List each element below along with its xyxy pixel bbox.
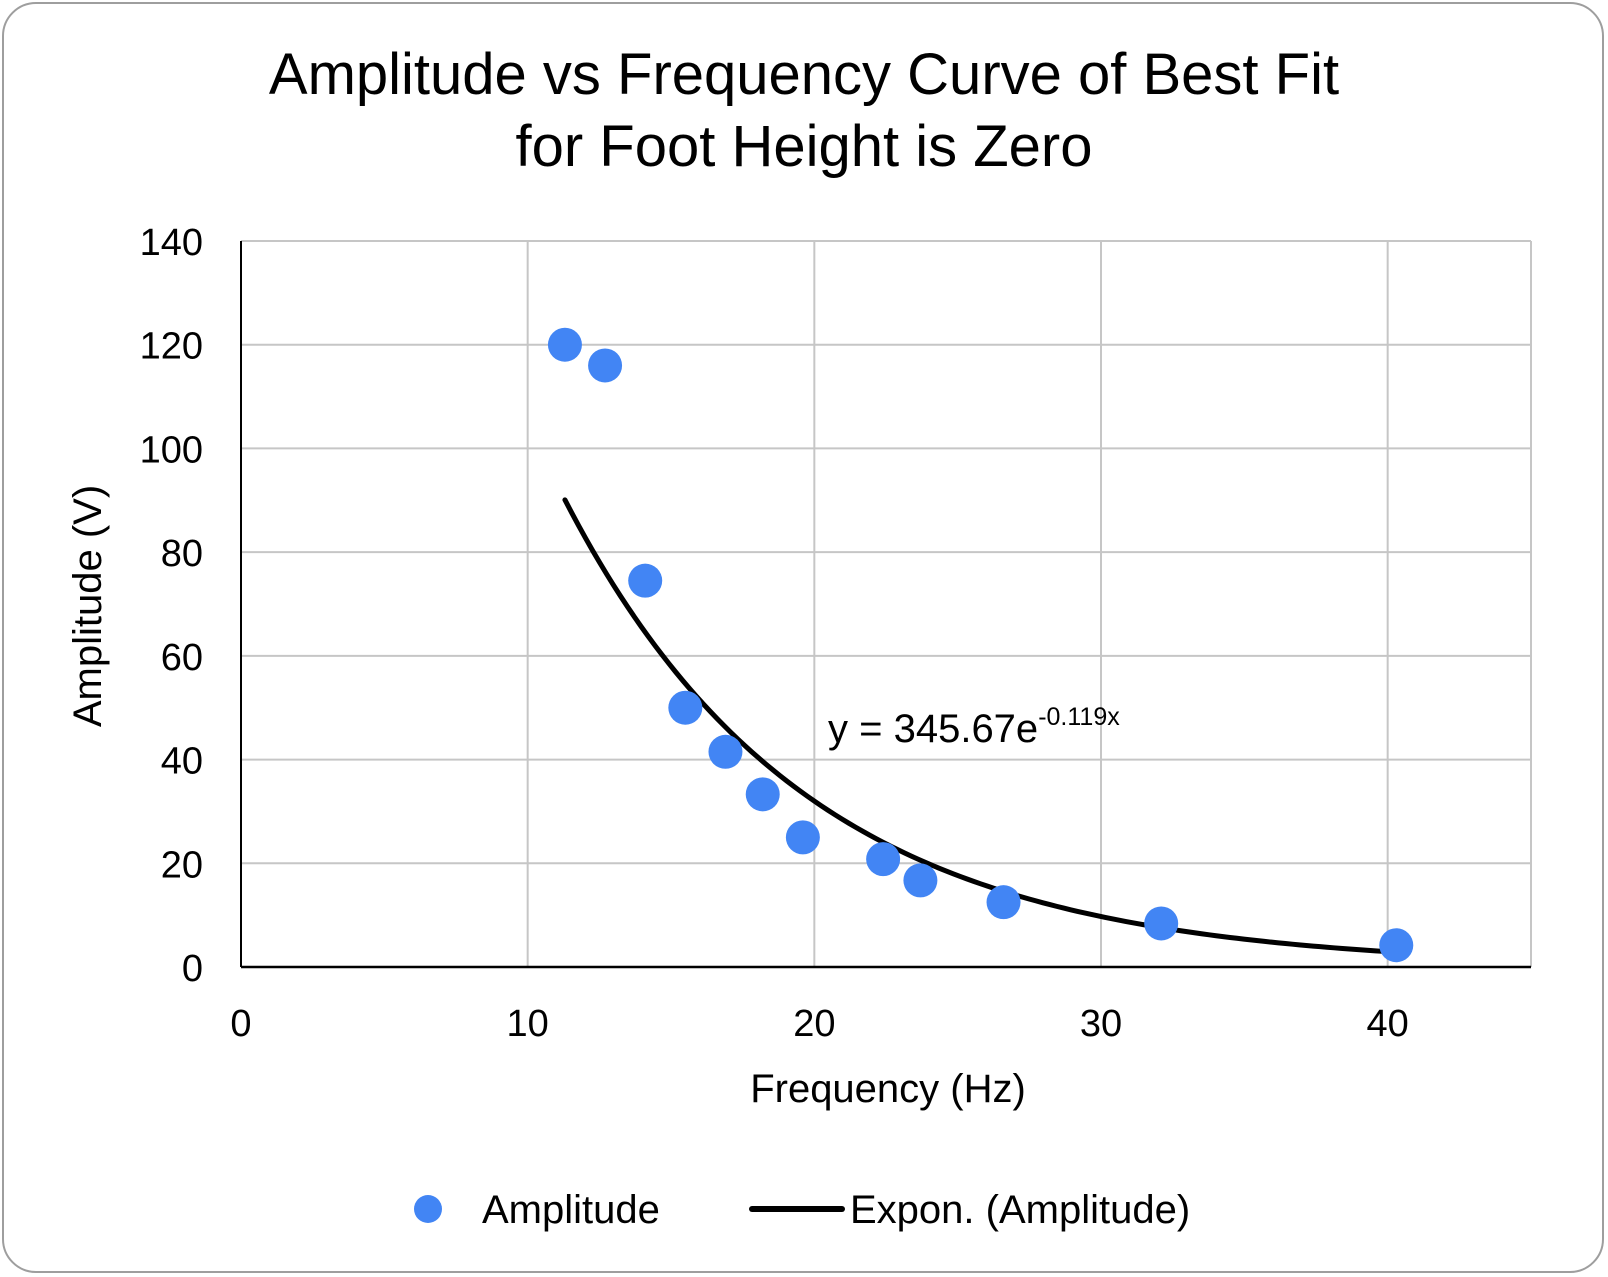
legend: Amplitude Expon. (Amplitude): [414, 1188, 1190, 1232]
legend-trendline-label: Expon. (Amplitude): [850, 1188, 1190, 1232]
data-point-7: [785, 820, 820, 855]
chart-title: Amplitude vs Frequency Curve of Best Fit…: [269, 42, 1339, 179]
data-point-3: [628, 563, 663, 598]
exponential-trendline: [562, 497, 1399, 955]
legend-amplitude-label: Amplitude: [482, 1188, 660, 1232]
y-axis-title: Amplitude (V): [66, 485, 110, 727]
y-tick-label-60: 60: [161, 637, 203, 679]
data-points: [547, 327, 1414, 963]
x-axis-title: Frequency (Hz): [750, 1067, 1026, 1111]
equation-base: y = 345.67e: [828, 707, 1038, 751]
equation-exponent: -0.119x: [1038, 703, 1120, 731]
data-point-4: [668, 690, 703, 725]
y-tick-label-140: 140: [140, 222, 203, 264]
data-point-6: [745, 777, 780, 812]
legend-amplitude-marker: [414, 1195, 442, 1223]
chart-title-line-1: Amplitude vs Frequency Curve of Best Fit: [269, 42, 1339, 107]
y-tick-label-100: 100: [140, 429, 203, 471]
x-tick-label-30: 30: [1080, 1003, 1122, 1045]
data-point-9: [903, 863, 938, 898]
data-point-11: [1144, 906, 1179, 941]
y-tick-label-0: 0: [182, 948, 203, 990]
data-point-1: [547, 327, 582, 362]
y-tick-label-40: 40: [161, 741, 203, 783]
axes: [240, 241, 1531, 969]
trendline-group: [562, 497, 1399, 955]
x-tick-label-10: 10: [507, 1003, 549, 1045]
data-point-8: [866, 842, 901, 877]
y-tick-label-20: 20: [161, 844, 203, 886]
data-point-5: [708, 734, 743, 769]
tick-labels: 0 20 40 60 80 100 120 140 0 10 20 30 40: [140, 222, 1409, 1045]
y-tick-label-80: 80: [161, 533, 203, 575]
data-point-12: [1379, 928, 1414, 963]
trendline-equation: y = 345.67e-0.119x: [828, 703, 1120, 751]
x-tick-label-0: 0: [230, 1003, 251, 1045]
gridlines: [241, 240, 1532, 967]
y-tick-label-120: 120: [140, 326, 203, 368]
data-point-10: [986, 885, 1021, 920]
data-point-2: [588, 348, 623, 383]
x-tick-label-20: 20: [793, 1003, 835, 1045]
x-tick-label-40: 40: [1367, 1003, 1409, 1045]
chart-title-line-2: for Foot Height is Zero: [516, 114, 1093, 179]
